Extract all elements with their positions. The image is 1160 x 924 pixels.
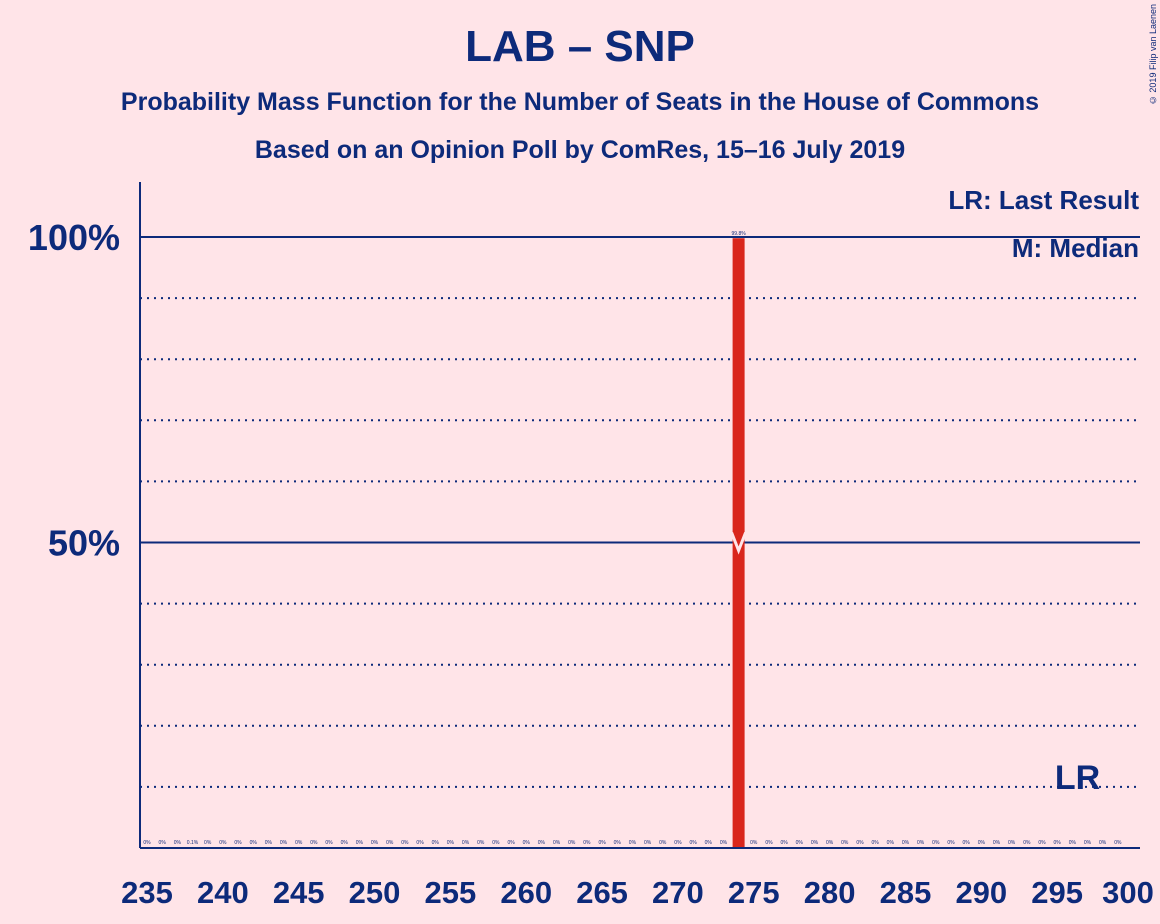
x-tick-275: 275 <box>728 875 780 910</box>
x-tick-295: 295 <box>1031 875 1083 910</box>
x-tick-240: 240 <box>197 875 249 910</box>
value-label-296: 0% <box>1069 840 1077 846</box>
value-label-238: 0.1% <box>187 840 199 846</box>
value-label-280: 0% <box>826 840 834 846</box>
value-label-247: 0% <box>325 840 333 846</box>
value-label-283: 0% <box>872 840 880 846</box>
x-tick-270: 270 <box>652 875 704 910</box>
value-label-241: 0% <box>234 840 242 846</box>
value-label-249: 0% <box>356 840 364 846</box>
x-tick-labels: 235 240 245 250 255 260 265 270 275 280 285 290 295 3… <box>121 875 1154 910</box>
value-label-248: 0% <box>341 840 349 846</box>
gridlines <box>140 236 1140 788</box>
value-label-268: 0% <box>644 840 652 846</box>
value-label-292: 0% <box>1008 840 1016 846</box>
value-label-273: 0% <box>720 840 728 846</box>
value-label-267: 0% <box>629 840 637 846</box>
value-label-285: 0% <box>902 840 910 846</box>
last-result-marker: LR <box>1055 759 1100 797</box>
value-label-236: 0% <box>159 840 167 846</box>
value-label-263: 0% <box>568 840 576 846</box>
value-label-282: 0% <box>856 840 864 846</box>
value-label-252: 0% <box>401 840 409 846</box>
value-label-295: 0% <box>1054 840 1062 846</box>
value-label-245: 0% <box>295 840 303 846</box>
value-label-251: 0% <box>386 840 394 846</box>
x-tick-245: 245 <box>273 875 325 910</box>
y-tick-100: 100% <box>28 217 120 258</box>
median-marker <box>730 531 747 555</box>
value-label-261: 0% <box>538 840 546 846</box>
value-label-246: 0% <box>310 840 318 846</box>
value-label-257: 0% <box>477 840 485 846</box>
x-tick-265: 265 <box>576 875 628 910</box>
x-tick-290: 290 <box>955 875 1007 910</box>
value-label-277: 0% <box>780 840 788 846</box>
x-tick-280: 280 <box>804 875 856 910</box>
value-label-235: 0% <box>143 840 151 846</box>
value-label-258: 0% <box>492 840 500 846</box>
bars <box>732 238 745 849</box>
value-label-250: 0% <box>371 840 379 846</box>
value-label-269: 0% <box>659 840 667 846</box>
value-label-281: 0% <box>841 840 849 846</box>
value-label-275: 0% <box>750 840 758 846</box>
value-label-289: 0% <box>963 840 971 846</box>
value-label-279: 0% <box>811 840 819 846</box>
value-label-278: 0% <box>796 840 804 846</box>
value-label-254: 0% <box>432 840 440 846</box>
bar-274 <box>732 238 745 849</box>
value-label-256: 0% <box>462 840 470 846</box>
value-label-242: 0% <box>250 840 258 846</box>
value-label-259: 0% <box>507 840 515 846</box>
value-label-253: 0% <box>416 840 424 846</box>
value-label-276: 0% <box>765 840 773 846</box>
markers: LR <box>730 531 1100 797</box>
x-tick-260: 260 <box>500 875 552 910</box>
value-label-299: 0% <box>1114 840 1122 846</box>
x-tick-255: 255 <box>425 875 477 910</box>
chart-subtitle-poll: Based on an Opinion Poll by ComRes, 15–1… <box>254 136 906 164</box>
legend: LR: Last Result M: Median <box>948 185 1139 263</box>
value-label-264: 0% <box>583 840 591 846</box>
value-labels: 0% 0% 0% 0.1% 0% 0% 0% 0% 0% 0% 0% 0% 0% 0% 0% 0% 0% 0% 0%… <box>143 231 1122 846</box>
chart-subtitle: Probability Mass Function for the Number… <box>120 88 1040 116</box>
value-label-294: 0% <box>1038 840 1046 846</box>
chart-title: LAB – SNP <box>465 22 695 71</box>
x-tick-235: 235 <box>121 875 173 910</box>
axes <box>139 182 1140 849</box>
value-label-255: 0% <box>447 840 455 846</box>
value-label-284: 0% <box>887 840 895 846</box>
legend-entry-1: M: Median <box>1012 233 1139 263</box>
value-label-244: 0% <box>280 840 288 846</box>
value-label-290: 0% <box>978 840 986 846</box>
value-label-287: 0% <box>932 840 940 846</box>
value-label-288: 0% <box>947 840 955 846</box>
legend-entry-0: LR: Last Result <box>948 185 1139 215</box>
value-label-293: 0% <box>1023 840 1031 846</box>
value-label-270: 0% <box>674 840 682 846</box>
x-tick-285: 285 <box>880 875 932 910</box>
value-label-291: 0% <box>993 840 1001 846</box>
value-label-274: 99.8% <box>732 231 747 237</box>
y-tick-labels: 50% 100% <box>28 217 120 564</box>
value-label-237: 0% <box>174 840 182 846</box>
value-label-239: 0% <box>204 840 212 846</box>
value-label-240: 0% <box>219 840 227 846</box>
y-tick-50: 50% <box>48 523 120 564</box>
value-label-271: 0% <box>689 840 697 846</box>
x-tick-250: 250 <box>349 875 401 910</box>
value-label-266: 0% <box>614 840 622 846</box>
value-label-260: 0% <box>523 840 531 846</box>
value-label-298: 0% <box>1099 840 1107 846</box>
value-label-262: 0% <box>553 840 561 846</box>
value-label-272: 0% <box>705 840 713 846</box>
value-label-286: 0% <box>917 840 925 846</box>
x-tick-300: 300 <box>1102 875 1154 910</box>
value-label-243: 0% <box>265 840 273 846</box>
value-label-297: 0% <box>1084 840 1092 846</box>
value-label-265: 0% <box>598 840 606 846</box>
